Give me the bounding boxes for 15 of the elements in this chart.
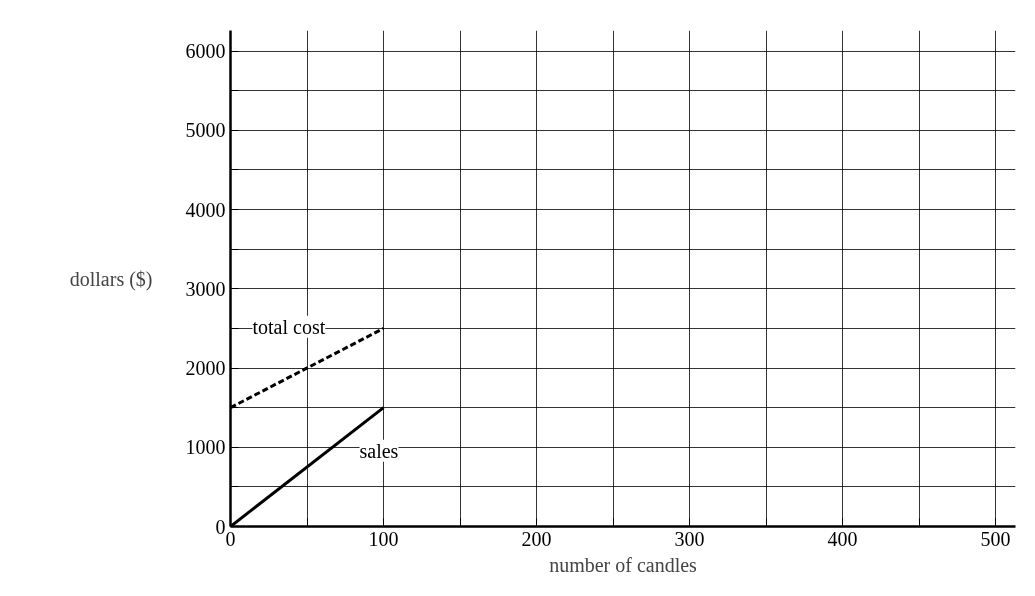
x-axis-title: number of candles — [549, 553, 698, 576]
x-tick-label: 300 — [674, 527, 705, 550]
y-tick-label: 6000 — [185, 40, 226, 63]
y-tick-label: 3000 — [185, 277, 226, 300]
y-tick-label: 2000 — [185, 357, 226, 380]
x-tick-label: 400 — [827, 527, 858, 550]
x-tick-label: 200 — [521, 527, 552, 550]
y-tick-label: 1000 — [185, 436, 226, 459]
x-tick-label: 100 — [368, 527, 399, 550]
y-tick-label: 5000 — [185, 119, 226, 142]
y-tick-label: 4000 — [185, 198, 226, 221]
y-axis-title: dollars ($) — [69, 267, 153, 291]
series-label: sales — [359, 439, 399, 462]
series-label: total cost — [252, 315, 326, 338]
x-tick-label: 500 — [980, 527, 1011, 550]
